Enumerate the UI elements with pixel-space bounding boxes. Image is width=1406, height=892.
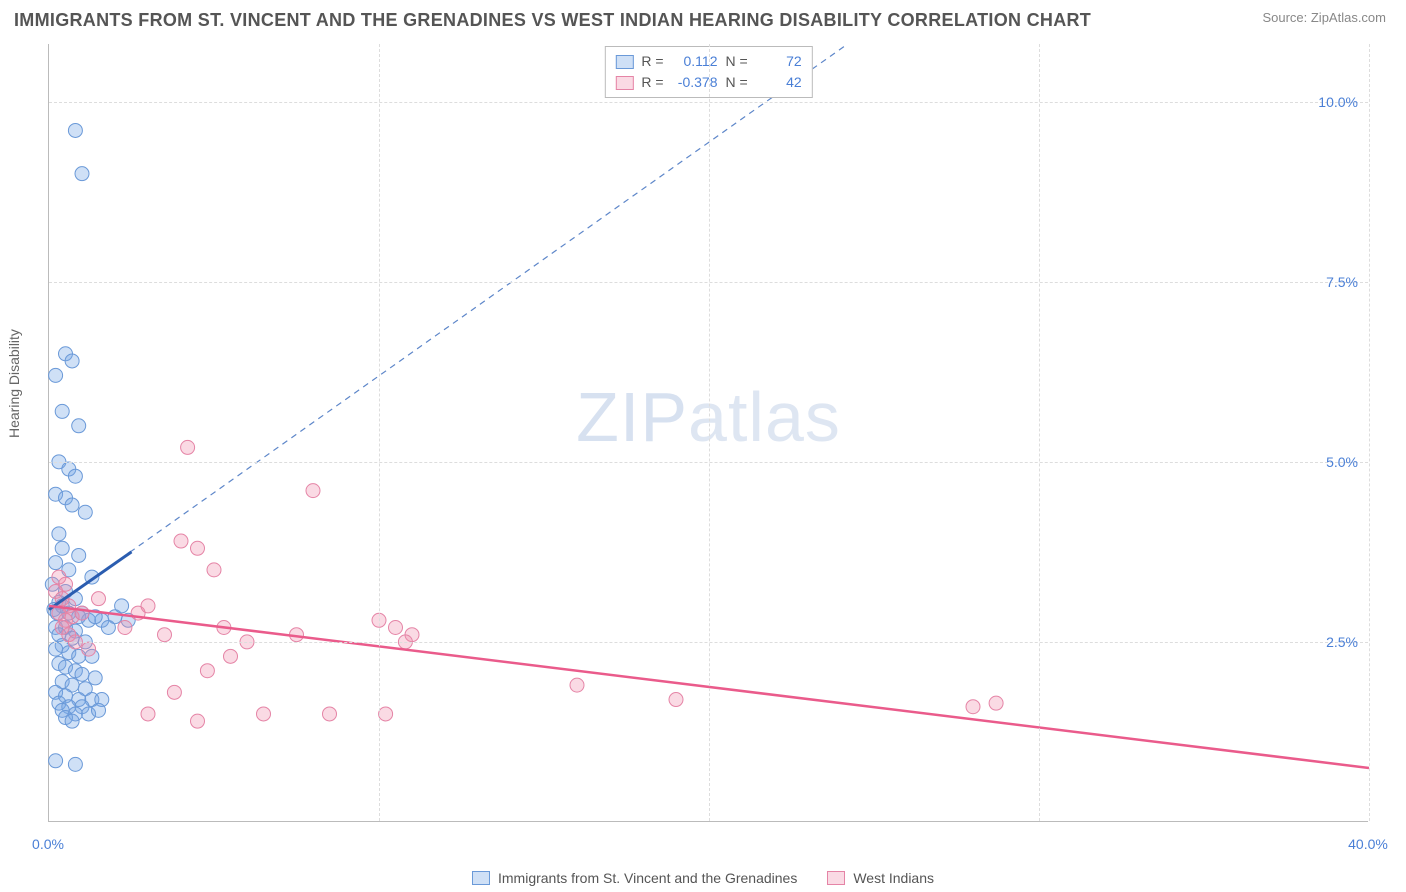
chart-title: IMMIGRANTS FROM ST. VINCENT AND THE GREN… xyxy=(14,10,1091,31)
y-tick-label: 10.0% xyxy=(1318,94,1358,110)
chart-plot-area: ZIPatlas R = 0.112 N = 72 R = -0.378 N =… xyxy=(48,44,1368,822)
legend-bottom: Immigrants from St. Vincent and the Gren… xyxy=(472,870,934,886)
x-tick-label: 40.0% xyxy=(1348,836,1388,852)
legend-swatch-0 xyxy=(615,55,633,69)
n-value-1: 42 xyxy=(756,72,802,93)
legend-bottom-swatch-1 xyxy=(827,871,845,885)
r-label-0: R = xyxy=(641,51,663,72)
n-label-1: N = xyxy=(726,72,748,93)
source-prefix: Source: xyxy=(1262,10,1310,25)
y-tick-label: 7.5% xyxy=(1326,274,1358,290)
n-value-0: 72 xyxy=(756,51,802,72)
legend-swatch-1 xyxy=(615,76,633,90)
x-tick-label: 0.0% xyxy=(32,836,64,852)
legend-bottom-label-1: West Indians xyxy=(853,870,934,886)
source-name: ZipAtlas.com xyxy=(1311,10,1386,25)
y-axis-title: Hearing Disability xyxy=(6,329,22,438)
source-attribution: Source: ZipAtlas.com xyxy=(1262,10,1386,25)
legend-bottom-item-1: West Indians xyxy=(827,870,934,886)
y-tick-label: 5.0% xyxy=(1326,454,1358,470)
n-label-0: N = xyxy=(726,51,748,72)
r-value-0: 0.112 xyxy=(672,51,718,72)
legend-bottom-swatch-0 xyxy=(472,871,490,885)
legend-bottom-label-0: Immigrants from St. Vincent and the Gren… xyxy=(498,870,797,886)
y-tick-label: 2.5% xyxy=(1326,634,1358,650)
r-label-1: R = xyxy=(641,72,663,93)
r-value-1: -0.378 xyxy=(672,72,718,93)
legend-bottom-item-0: Immigrants from St. Vincent and the Gren… xyxy=(472,870,797,886)
